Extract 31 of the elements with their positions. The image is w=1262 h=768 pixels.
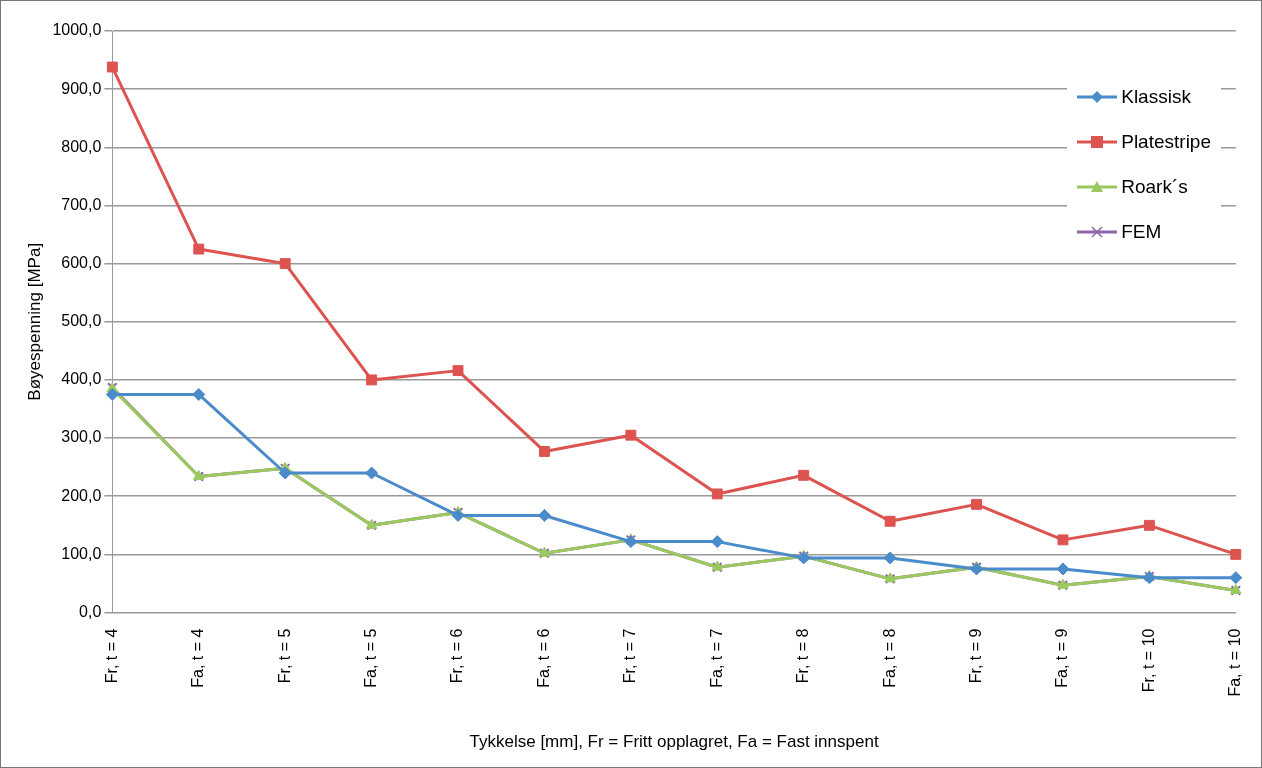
x-tick-label: Fa, t = 5 xyxy=(362,628,379,688)
x-axis-title: Tykkelse [mm], Fr = Fritt opplagret, Fa = Fast innspent xyxy=(469,732,879,752)
x-tick-label: Fr, t = 8 xyxy=(794,628,812,684)
x-tick-label: Fa, t = 9 xyxy=(1053,628,1071,688)
y-tick-label: 400,0 xyxy=(61,370,102,388)
legend-label: Platestripe xyxy=(1121,130,1211,153)
x-tick-label: Fa, t = 4 xyxy=(189,628,207,688)
x-tick-label: Fa, t = 6 xyxy=(534,628,552,688)
legend-label: FEM xyxy=(1121,220,1162,243)
y-tick-label: 300,0 xyxy=(61,428,102,446)
y-tick-label: 500,0 xyxy=(61,312,102,330)
y-tick-label: 100,0 xyxy=(61,544,102,562)
legend-label: Klassisk xyxy=(1121,85,1191,108)
y-tick-label: 1000,0 xyxy=(52,21,102,39)
x-tick-label: Fr, t = 4 xyxy=(102,628,120,684)
x-tick-label: Fr, t = 7 xyxy=(621,628,639,684)
y-tick-label: 900,0 xyxy=(61,79,102,97)
x-tick-label: Fa, t = 10 xyxy=(1226,628,1244,697)
y-tick-label: 600,0 xyxy=(61,254,102,272)
y-tick-label: 700,0 xyxy=(61,195,102,213)
legend-label: Roark´s xyxy=(1121,175,1188,198)
y-tick-label: 800,0 xyxy=(61,137,102,155)
y-tick-label: 200,0 xyxy=(61,486,102,504)
x-tick-label: Fa, t = 7 xyxy=(707,628,725,688)
x-tick-label: Fa, t = 8 xyxy=(880,628,898,688)
y-axis-title: Bøyespenning [MPa] xyxy=(24,242,44,401)
x-tick-label: Fr, t = 6 xyxy=(448,628,466,684)
x-tick-label: Fr, t = 5 xyxy=(275,628,293,684)
x-tick-label: Fr, t = 9 xyxy=(966,628,984,684)
y-tick-label: 0,0 xyxy=(79,602,102,620)
x-tick-label: Fr, t = 10 xyxy=(1139,628,1157,693)
